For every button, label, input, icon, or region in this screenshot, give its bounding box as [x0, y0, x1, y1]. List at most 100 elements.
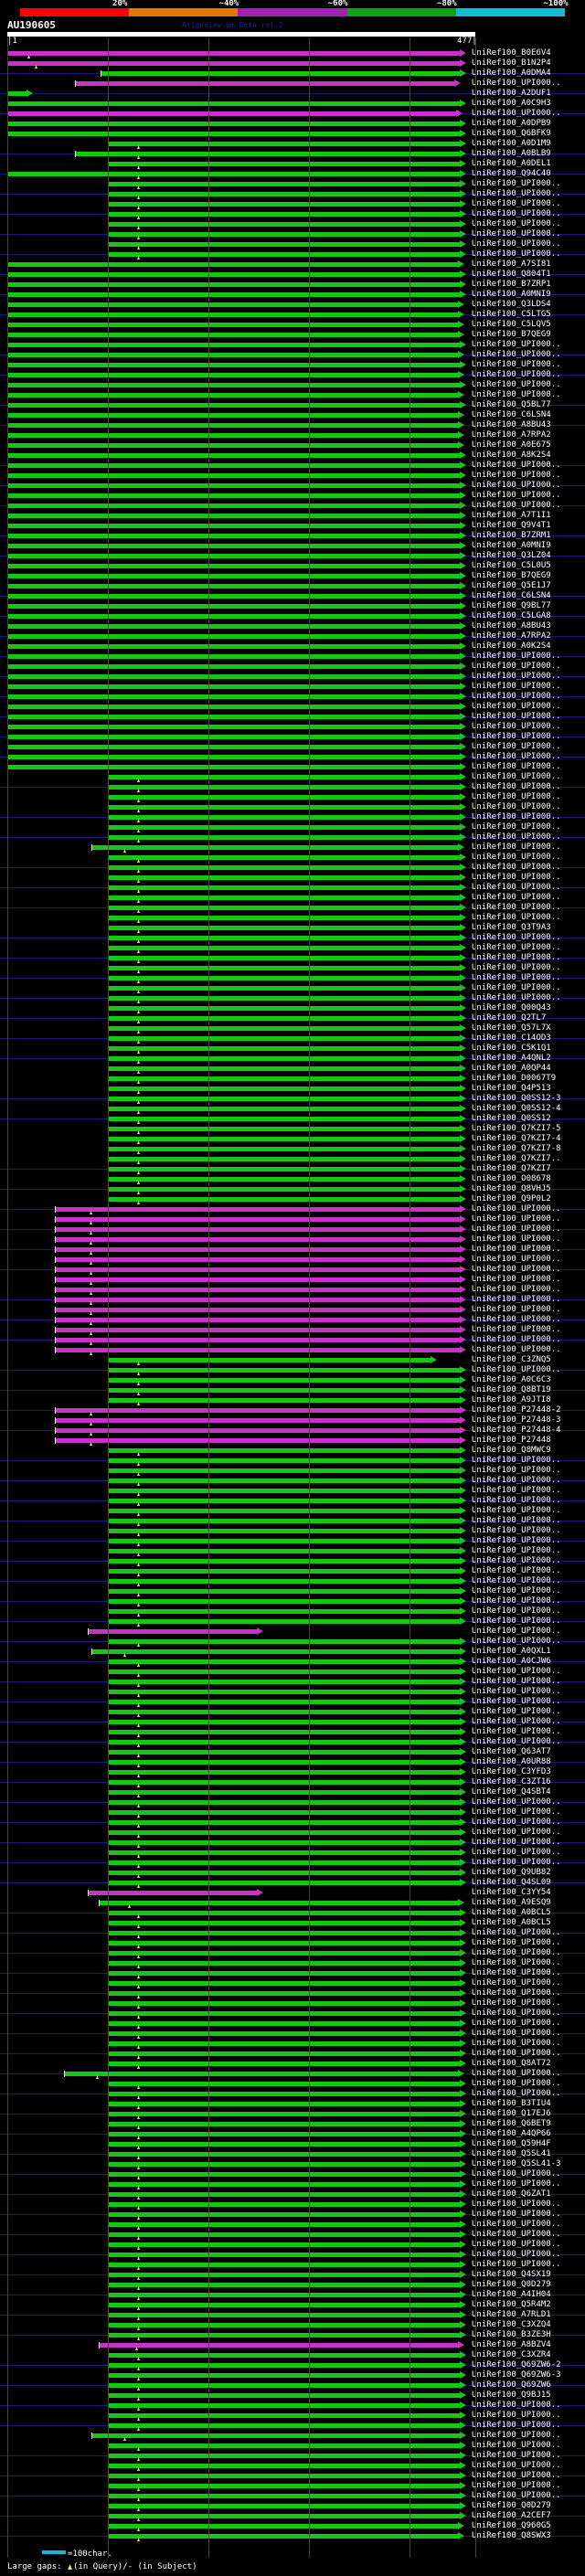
hit-label[interactable]: UniRef100_UPI000..	[472, 1295, 561, 1304]
hit-label[interactable]: UniRef100_P27448-2	[472, 1405, 561, 1415]
hit-row[interactable]: UniRef100_UPI000..	[0, 79, 585, 89]
hit-row[interactable]: UniRef100_Q0SS12-3	[0, 1094, 585, 1104]
hit-label[interactable]: UniRef100_UPI000..	[472, 1978, 561, 1988]
hsp-bar[interactable]	[109, 2172, 460, 2177]
hsp-bar[interactable]	[8, 313, 458, 317]
hsp-bar[interactable]	[109, 1830, 460, 1835]
hsp-bar[interactable]	[109, 142, 460, 146]
hsp-bar[interactable]	[56, 1338, 460, 1342]
hit-row[interactable]: UniRef100_UPI000..	[0, 1828, 585, 1838]
hit-row[interactable]: UniRef100_Q9BL77	[0, 601, 585, 611]
hsp-bar[interactable]	[8, 373, 458, 377]
hsp-bar[interactable]	[109, 1639, 460, 1644]
hit-row[interactable]: UniRef100_UPI000..	[0, 832, 585, 843]
hit-label[interactable]: UniRef100_UPI000..	[472, 792, 561, 801]
hsp-bar[interactable]	[76, 81, 454, 86]
hit-row[interactable]: UniRef100_UPI000..	[0, 2179, 585, 2189]
hsp-bar[interactable]	[109, 2353, 460, 2358]
hit-row[interactable]: UniRef100_UPI000..	[0, 913, 585, 923]
hit-label[interactable]: UniRef100_C5K1Q1	[472, 1044, 551, 1053]
hit-row[interactable]: UniRef100_Q4SL09	[0, 1878, 585, 1888]
hsp-bar[interactable]	[109, 1016, 460, 1021]
hit-label[interactable]: UniRef100_Q6ZAT1	[472, 2189, 551, 2199]
hit-row[interactable]: UniRef100_UPI000..	[0, 1456, 585, 1466]
hit-label[interactable]: UniRef100_A7RPA2	[472, 430, 551, 440]
hsp-bar[interactable]	[109, 825, 460, 830]
hsp-bar[interactable]	[109, 1056, 460, 1061]
hit-label[interactable]: UniRef100_C3XZQ4	[472, 2320, 551, 2329]
hsp-bar[interactable]	[8, 51, 460, 56]
hit-row[interactable]: UniRef100_UPI000..	[0, 712, 585, 722]
hit-row[interactable]: UniRef100_UPI000..	[0, 189, 585, 199]
hsp-bar[interactable]	[109, 1911, 460, 1915]
hit-label[interactable]: UniRef100_A0DMA4	[472, 69, 551, 78]
hit-label[interactable]: UniRef100_P27448-3	[472, 1415, 561, 1425]
hit-row[interactable]: UniRef100_UPI000..	[0, 2260, 585, 2270]
hit-row[interactable]: UniRef100_C3XZQ4	[0, 2320, 585, 2330]
hsp-bar[interactable]	[109, 2383, 460, 2388]
hit-label[interactable]: UniRef100_B7ZRM1	[472, 531, 551, 540]
hit-row[interactable]: UniRef100_C3XZR4	[0, 2350, 585, 2360]
hit-row[interactable]: UniRef100_B7QEG9	[0, 571, 585, 581]
hit-label[interactable]: UniRef100_UPI000..	[472, 2240, 561, 2249]
hit-label[interactable]: UniRef100_UPI000..	[472, 2019, 561, 2028]
hit-row[interactable]: UniRef100_A0DMA4	[0, 69, 585, 79]
hsp-bar[interactable]	[109, 1076, 460, 1081]
hit-row[interactable]: UniRef100_UPI000..	[0, 1265, 585, 1275]
hit-row[interactable]: UniRef100_Q63AT7	[0, 1747, 585, 1757]
hit-label[interactable]: UniRef100_B0E6V4	[472, 48, 551, 58]
hit-label[interactable]: UniRef100_UPI000..	[472, 1516, 561, 1525]
hit-row[interactable]: UniRef100_Q2TL7	[0, 1013, 585, 1023]
hit-row[interactable]: UniRef100_UPI000..	[0, 1606, 585, 1617]
hit-label[interactable]: UniRef100_UPI000..	[472, 2200, 561, 2209]
hsp-bar[interactable]	[8, 61, 460, 66]
hit-row[interactable]: UniRef100_UPI000..	[0, 2411, 585, 2421]
hsp-bar[interactable]	[8, 534, 460, 538]
hsp-bar[interactable]	[109, 1730, 460, 1734]
hit-row[interactable]: UniRef100_UPI000..	[0, 2039, 585, 2049]
hit-label[interactable]: UniRef100_A8K2S4	[472, 451, 551, 460]
hsp-bar[interactable]	[109, 2192, 460, 2197]
hit-row[interactable]: UniRef100_UPI000..	[0, 903, 585, 913]
hit-row[interactable]: UniRef100_Q3T9A3	[0, 923, 585, 933]
hit-row[interactable]: UniRef100_UPI000..	[0, 1998, 585, 2009]
hit-label[interactable]: UniRef100_UPI000..	[472, 933, 561, 942]
hit-label[interactable]: UniRef100_Q4SL09	[472, 1878, 551, 1887]
hit-row[interactable]: UniRef100_A7RLD1	[0, 2310, 585, 2320]
hit-label[interactable]: UniRef100_UPI000..	[472, 1848, 561, 1857]
hit-label[interactable]: UniRef100_UPI000..	[472, 2461, 561, 2470]
hit-row[interactable]: UniRef100_UPI000..	[0, 1928, 585, 1938]
hit-row[interactable]: UniRef100_UPI000..	[0, 1687, 585, 1697]
hit-row[interactable]: UniRef100_UPI000..	[0, 702, 585, 712]
hit-label[interactable]: UniRef100_A8BU43	[472, 420, 551, 429]
hit-row[interactable]: UniRef100_C5LGA8	[0, 611, 585, 621]
hsp-bar[interactable]	[109, 2021, 460, 2026]
hit-label[interactable]: UniRef100_Q0SS12-3	[472, 1094, 561, 1103]
hsp-bar[interactable]	[56, 1217, 460, 1222]
hit-label[interactable]: UniRef100_UPI000..	[472, 662, 561, 671]
hit-label[interactable]: UniRef100_Q8SWX3	[472, 2531, 551, 2540]
hit-label[interactable]: UniRef100_Q6BET9	[472, 2119, 551, 2128]
hsp-bar[interactable]	[109, 2323, 460, 2327]
hit-label[interactable]: UniRef100_Q69ZW6-2	[472, 2360, 561, 2369]
hit-row[interactable]: UniRef100_UPI000..	[0, 953, 585, 963]
hsp-bar[interactable]	[109, 222, 460, 227]
hit-label[interactable]: UniRef100_Q63AT7	[472, 1747, 551, 1756]
hit-row[interactable]: UniRef100_Q5SL41	[0, 2149, 585, 2159]
hit-row[interactable]: UniRef100_UPI000..	[0, 752, 585, 762]
hsp-bar[interactable]	[56, 1277, 460, 1282]
hsp-bar[interactable]	[109, 2122, 460, 2126]
hit-label[interactable]: UniRef100_UPI000..	[472, 853, 561, 862]
hsp-bar[interactable]	[109, 1529, 460, 1533]
hsp-bar[interactable]	[8, 574, 460, 578]
hit-label[interactable]: UniRef100_UPI000..	[472, 1697, 561, 1706]
hit-label[interactable]: UniRef100_UPI000..	[472, 79, 561, 88]
hit-label[interactable]: UniRef100_Q69ZW6	[472, 2380, 551, 2390]
hit-label[interactable]: UniRef100_UPI000..	[472, 2421, 561, 2430]
hsp-bar[interactable]	[101, 71, 460, 76]
hit-row[interactable]: UniRef100_Q59H4F	[0, 2139, 585, 2149]
hit-label[interactable]: UniRef100_UPI000..	[472, 461, 561, 470]
hit-label[interactable]: UniRef100_A8BU43	[472, 621, 551, 631]
hit-label[interactable]: UniRef100_A2CEF7	[472, 2511, 551, 2520]
hit-label[interactable]: UniRef100_UPI000..	[472, 1637, 561, 1646]
